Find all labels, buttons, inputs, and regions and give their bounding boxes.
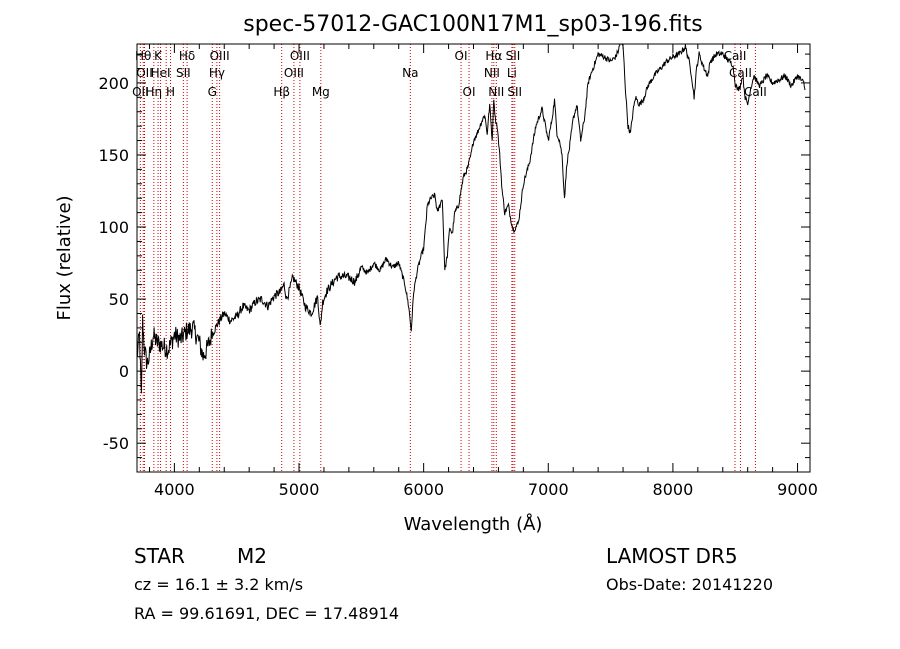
spectral-line-label: CaII bbox=[724, 49, 747, 63]
spectral-line-label: OIII bbox=[210, 49, 230, 63]
x-tick-label: 6000 bbox=[403, 480, 444, 499]
object-type: STAR bbox=[134, 544, 185, 568]
y-tick-label: 0 bbox=[119, 362, 129, 381]
spectral-line-label: Li bbox=[507, 66, 517, 80]
y-tick-label: -50 bbox=[103, 434, 129, 453]
spectral-line-label: H bbox=[166, 85, 175, 99]
spectral-line-label: NII bbox=[488, 85, 504, 99]
y-tick-label: 50 bbox=[109, 290, 129, 309]
spectral-line-labels: OIIHθOIIHηKHeIHSIIHδGHγOIIIHβOIIIOIIIMgN… bbox=[132, 49, 767, 99]
spectral-line-label: CaII bbox=[729, 66, 752, 80]
spectral-line-label: OII bbox=[132, 85, 149, 99]
x-axis-label: Wavelength (Å) bbox=[404, 513, 543, 535]
spectrum-line bbox=[136, 43, 806, 394]
y-axis-ticks: -50 0 50 100 150 200 bbox=[98, 53, 810, 459]
spectral-line-label: CaII bbox=[744, 85, 767, 99]
spectral-line-label: G bbox=[208, 85, 217, 99]
x-tick-label: 9000 bbox=[777, 480, 818, 499]
x-tick-label: 7000 bbox=[528, 480, 569, 499]
redshift-velocity: cz = 16.1 ± 3.2 km/s bbox=[134, 575, 303, 594]
spectral-line-label: Na bbox=[402, 66, 418, 80]
spectral-line-label: OIII bbox=[290, 49, 310, 63]
spectral-line-label: Hα bbox=[485, 49, 502, 63]
spectral-line-label: Hθ bbox=[135, 49, 151, 63]
x-tick-label: 8000 bbox=[653, 480, 694, 499]
y-tick-label: 200 bbox=[98, 74, 129, 93]
spectral-line-label: OI bbox=[463, 85, 476, 99]
survey-name: LAMOST DR5 bbox=[606, 544, 738, 568]
y-tick-label: 150 bbox=[98, 146, 129, 165]
spectral-line-label: Hη bbox=[146, 85, 163, 99]
spectral-line-label: Hβ bbox=[273, 85, 290, 99]
spectral-line-label: OIII bbox=[284, 66, 304, 80]
coordinates: RA = 99.61691, DEC = 17.48914 bbox=[134, 604, 399, 623]
spectral-line-label: SII bbox=[507, 85, 522, 99]
x-tick-label: 5000 bbox=[279, 480, 320, 499]
observation-date: Obs-Date: 20141220 bbox=[606, 575, 773, 594]
spectral-line-label: NII bbox=[484, 66, 500, 80]
plot-frame bbox=[136, 43, 811, 473]
spectral-line-label: Hδ bbox=[179, 49, 195, 63]
spectral-line-label: HeI bbox=[151, 66, 171, 80]
spectral-line-label: Mg bbox=[312, 85, 330, 99]
spectral-line-label: K bbox=[154, 49, 163, 63]
y-tick-label: 100 bbox=[98, 218, 129, 237]
spectral-line-markers bbox=[139, 44, 756, 472]
spectral-line-label: SII bbox=[176, 66, 191, 80]
x-tick-label: 4000 bbox=[154, 480, 195, 499]
y-axis-label: Flux (relative) bbox=[54, 195, 75, 320]
spectral-line-label: OII bbox=[136, 66, 153, 80]
x-axis-ticks: 4000 5000 6000 7000 8000 9000 bbox=[148, 44, 818, 499]
spectral-line-label: SII bbox=[506, 49, 521, 63]
spectral-line-label: Hγ bbox=[209, 66, 225, 80]
spectral-line-label: OI bbox=[455, 49, 468, 63]
chart-title: spec-57012-GAC100N17M1_sp03-196.fits bbox=[243, 12, 703, 37]
object-subclass: M2 bbox=[237, 544, 267, 568]
